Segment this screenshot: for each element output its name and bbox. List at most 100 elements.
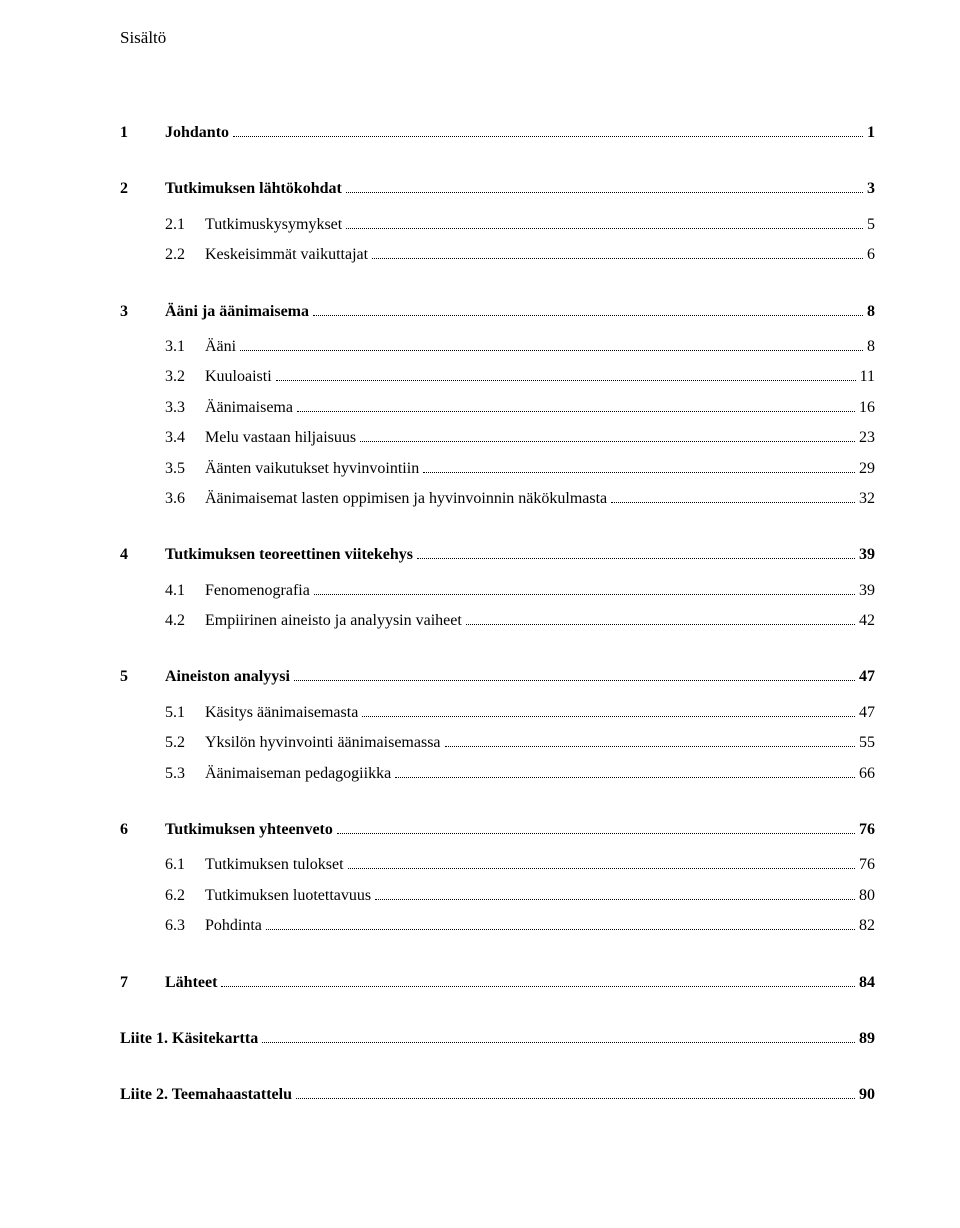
toc-entry-page: 8: [867, 332, 875, 362]
toc-entry-page: 84: [859, 968, 875, 998]
toc-entry-number: 7: [120, 968, 165, 998]
toc-leader: [276, 369, 856, 382]
toc-entry: 4.1Fenomenografia39: [120, 576, 875, 606]
toc-leader: [313, 303, 863, 316]
toc-entry-page: 47: [859, 662, 875, 692]
toc-entry-page: 47: [859, 698, 875, 728]
toc-entry-page: 29: [859, 454, 875, 484]
toc-entry: 5.2Yksilön hyvinvointi äänimaisemassa55: [120, 728, 875, 758]
toc-entry-page: 6: [867, 240, 875, 270]
toc-leader: [233, 124, 863, 137]
toc-entry-page: 90: [859, 1080, 875, 1110]
toc-entry-label: Tutkimuksen luotettavuus: [205, 881, 371, 911]
toc-entry: 6Tutkimuksen yhteenveto 76: [120, 815, 875, 845]
toc-entry-number: 3.3: [120, 393, 205, 423]
toc-entry: 4Tutkimuksen teoreettinen viitekehys39: [120, 540, 875, 570]
toc-entry: 3.5Äänten vaikutukset hyvinvointiin29: [120, 454, 875, 484]
toc-entry-label: Tutkimuskysymykset: [205, 210, 342, 240]
toc-entry-page: 11: [860, 362, 875, 392]
toc-leader: [375, 887, 855, 900]
toc-entry-label: Pohdinta: [205, 911, 262, 941]
toc-entry-number: 5: [120, 662, 165, 692]
toc-entry-page: 66: [859, 759, 875, 789]
toc-leader: [611, 490, 855, 503]
toc-leader: [417, 547, 855, 560]
toc-entry-number: 3.4: [120, 423, 205, 453]
toc-entry-number: 6.3: [120, 911, 205, 941]
toc-leader: [337, 821, 855, 834]
toc-leader: [346, 181, 863, 194]
toc-entry: 3.2Kuuloaisti11: [120, 362, 875, 392]
toc-entry-page: 76: [859, 850, 875, 880]
toc-entry-number: 2.2: [120, 240, 205, 270]
toc-entry-label: Käsitys äänimaisemasta: [205, 698, 358, 728]
toc-leader: [362, 704, 855, 717]
toc-entry-label: Tutkimuksen tulokset: [205, 850, 344, 880]
toc-entry-page: 76: [859, 815, 875, 845]
toc-entry-page: 3: [867, 174, 875, 204]
toc-entry-label: Tutkimuksen teoreettinen viitekehys: [165, 540, 413, 570]
toc-entry-number: 3.1: [120, 332, 205, 362]
toc-leader: [296, 1087, 855, 1100]
toc-leader: [360, 429, 855, 442]
toc-leader: [266, 917, 855, 930]
toc-leader: [395, 765, 855, 778]
toc-entry-label: Liite 1. Käsitekartta: [120, 1024, 258, 1054]
toc-entry-label: Keskeisimmät vaikuttajat: [205, 240, 368, 270]
toc-title: Sisältö: [120, 28, 875, 48]
toc-entry: 2Tutkimuksen lähtökohdat 3: [120, 174, 875, 204]
toc-entry-number: 6: [120, 815, 165, 845]
toc-entry-page: 8: [867, 297, 875, 327]
toc-entry-number: 1: [120, 118, 165, 148]
toc-entry: Liite 1. Käsitekartta 89: [120, 1024, 875, 1054]
toc-leader: [314, 582, 855, 595]
toc-entry-page: 42: [859, 606, 875, 636]
toc-entry: 3.3Äänimaisema 16: [120, 393, 875, 423]
toc-entry: 5Aineiston analyysi47: [120, 662, 875, 692]
toc-entry-page: 89: [859, 1024, 875, 1054]
toc-leader: [346, 216, 863, 229]
toc-entry-label: Kuuloaisti: [205, 362, 272, 392]
toc-entry-label: Äänimaisema: [205, 393, 293, 423]
toc-entry-page: 82: [859, 911, 875, 941]
toc-entry-label: Tutkimuksen yhteenveto: [165, 815, 333, 845]
toc-entry-number: 4.2: [120, 606, 205, 636]
toc-leader: [297, 399, 855, 412]
toc-entry-page: 1: [867, 118, 875, 148]
toc-entry-number: 3.6: [120, 484, 205, 514]
toc-entry: 2.2Keskeisimmät vaikuttajat 6: [120, 240, 875, 270]
toc-entry-number: 5.1: [120, 698, 205, 728]
toc-entry-label: Ääni: [205, 332, 236, 362]
toc-entry-page: 80: [859, 881, 875, 911]
toc-entry: 5.3Äänimaiseman pedagogiikka 66: [120, 759, 875, 789]
toc-entry-number: 4.1: [120, 576, 205, 606]
toc-entry-number: 4: [120, 540, 165, 570]
toc-entry: 7Lähteet84: [120, 968, 875, 998]
toc-leader: [466, 612, 855, 625]
toc-entry-page: 32: [859, 484, 875, 514]
toc-entry-label: Liite 2. Teemahaastattelu: [120, 1080, 292, 1110]
toc-leader: [221, 974, 855, 987]
toc-entry-number: 5.3: [120, 759, 205, 789]
toc-entry: 2.1Tutkimuskysymykset5: [120, 210, 875, 240]
toc-entry: 3.4Melu vastaan hiljaisuus23: [120, 423, 875, 453]
toc-entry-label: Tutkimuksen lähtökohdat: [165, 174, 342, 204]
toc-entry-number: 5.2: [120, 728, 205, 758]
toc-entry-label: Äänimaisemat lasten oppimisen ja hyvinvo…: [205, 484, 607, 514]
toc-entry-label: Ääni ja äänimaisema: [165, 297, 309, 327]
toc-entry-page: 23: [859, 423, 875, 453]
toc-entry-label: Äänimaiseman pedagogiikka: [205, 759, 391, 789]
toc-entry: 6.2Tutkimuksen luotettavuus80: [120, 881, 875, 911]
toc-entry-page: 55: [859, 728, 875, 758]
toc-leader: [240, 338, 863, 351]
toc-entry-number: 2: [120, 174, 165, 204]
toc-leader: [262, 1030, 855, 1043]
toc-entry: 3.1Ääni 8: [120, 332, 875, 362]
toc-entry-page: 16: [859, 393, 875, 423]
toc-leader: [348, 857, 855, 870]
toc-entry-label: Empiirinen aineisto ja analyysin vaiheet: [205, 606, 462, 636]
toc-entry: Liite 2. Teemahaastattelu 90: [120, 1080, 875, 1110]
toc-entry-number: 2.1: [120, 210, 205, 240]
toc-entry: 1Johdanto1: [120, 118, 875, 148]
toc-entry-number: 3.5: [120, 454, 205, 484]
